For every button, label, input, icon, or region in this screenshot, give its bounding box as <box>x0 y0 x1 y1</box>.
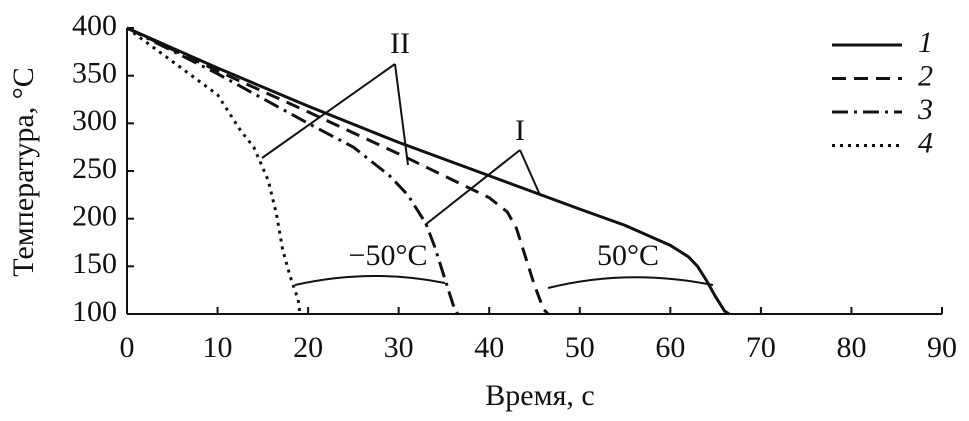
x-tick-label: 40 <box>474 331 504 364</box>
x-tick-label: 60 <box>655 331 685 364</box>
annotation-arrow <box>547 276 714 289</box>
legend-label: 1 <box>918 26 933 59</box>
x-tick-label: 10 <box>203 331 233 364</box>
x-axis-label: Время, с <box>485 379 594 412</box>
annotation: II <box>390 27 410 60</box>
annotation: −50°C <box>349 239 428 272</box>
annotation-arrow <box>294 274 446 286</box>
line <box>126 26 459 315</box>
y-tick-label: 350 <box>72 57 117 90</box>
annotation-arrow <box>261 63 409 166</box>
legend-label: 3 <box>917 93 933 126</box>
x-tick-label: 50 <box>565 331 595 364</box>
annotation: I <box>515 114 525 147</box>
line <box>126 26 730 316</box>
x-tick-label: 20 <box>293 331 323 364</box>
y-tick-label: 150 <box>72 247 117 280</box>
line <box>126 26 550 316</box>
x-tick-label: 0 <box>120 331 135 364</box>
y-tick-label: 250 <box>72 152 117 185</box>
y-axis-label: Температура, °C <box>7 67 40 276</box>
y-tick-label: 400 <box>72 9 117 42</box>
annotation: 50°C <box>597 239 659 272</box>
legend-label: 4 <box>918 126 933 159</box>
x-tick-label: 90 <box>927 331 957 364</box>
x-tick-label: 30 <box>384 331 414 364</box>
x-tick-label: 80 <box>836 331 866 364</box>
y-tick-label: 100 <box>72 295 117 328</box>
legend-label: 2 <box>918 59 933 92</box>
annotation-arrow <box>424 149 541 226</box>
y-tick-label: 200 <box>72 200 117 233</box>
y-tick-label: 300 <box>72 104 117 137</box>
x-tick-label: 70 <box>746 331 776 364</box>
